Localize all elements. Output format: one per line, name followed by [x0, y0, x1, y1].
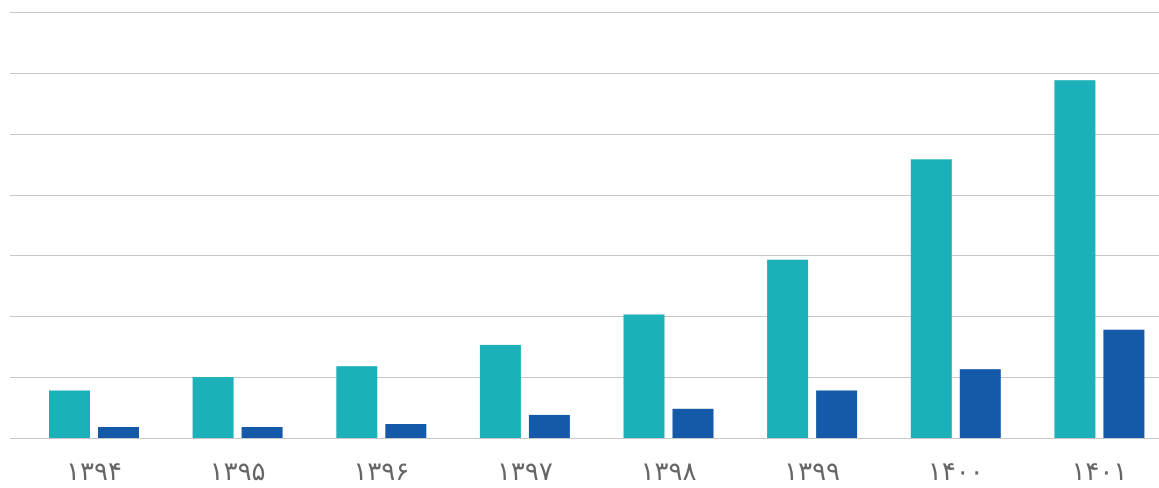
bar-series-1-4	[479, 344, 521, 438]
bar-series-2-3	[385, 424, 427, 438]
bar-series-1-1	[49, 390, 90, 438]
bar-series-1-8	[1054, 80, 1096, 438]
bar-series-2-2	[241, 427, 283, 438]
x-tick-label: ۱۳۹۴	[66, 457, 122, 487]
x-axis-tick-labels: ۱۳۹۴ ۱۳۹۵ ۱۳۹۶ ۱۳۹۷ ۱۳۹۸ ۱۳۹۹ ۱۴۰۰ ۱۴۰۱	[66, 457, 1127, 487]
x-tick-label: ۱۳۹۶	[353, 457, 409, 487]
x-tick-label: ۱۴۰۰	[928, 457, 984, 487]
x-tick-label: ۱۳۹۷	[497, 457, 553, 487]
bar-series-1-7	[910, 159, 952, 439]
x-tick-label: ۱۳۹۵	[210, 457, 266, 487]
x-tick-label: ۱۳۹۹	[784, 457, 840, 487]
bar-series-1-6	[767, 259, 809, 438]
bar-series-2-4	[528, 414, 570, 438]
bar-series-2-5	[672, 408, 714, 438]
bar-series-1-5	[623, 314, 665, 438]
bar-series-2-8	[1103, 329, 1145, 438]
bar-series-2-7	[959, 369, 1001, 438]
bars	[49, 80, 1145, 439]
bar-series-1-3	[336, 366, 378, 438]
x-tick-label: ۱۳۹۸	[641, 457, 697, 487]
bar-series-2-6	[816, 390, 858, 438]
bar-series-2-1	[98, 427, 139, 438]
x-tick-label: ۱۴۰۱	[1071, 457, 1127, 487]
bar-series-1-2	[192, 377, 234, 438]
